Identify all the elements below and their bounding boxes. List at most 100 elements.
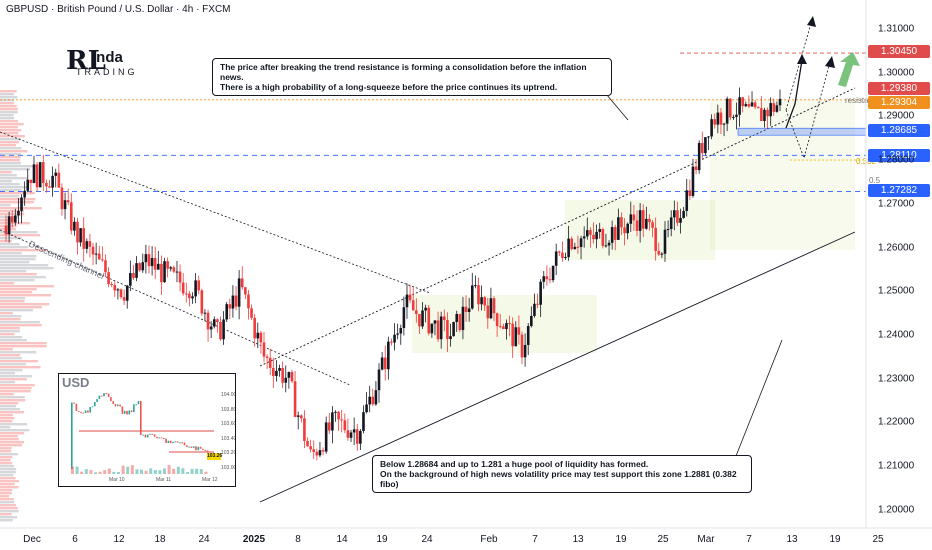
volume-profile-bar	[0, 231, 38, 234]
candle-body	[290, 372, 294, 382]
candle-body	[69, 202, 73, 231]
candle-body	[234, 295, 238, 307]
volume-profile-bar	[0, 114, 14, 117]
inset-candle	[160, 437, 163, 439]
candle-body	[387, 341, 390, 370]
candle-body	[318, 450, 322, 456]
inset-candle	[71, 402, 73, 469]
inset-volume-bar	[112, 471, 116, 474]
candle-body	[763, 109, 766, 121]
candle-body	[163, 261, 166, 283]
volume-profile-bar	[0, 291, 33, 294]
x-tick-label: 24	[198, 534, 210, 545]
inset-candle	[146, 434, 149, 438]
inset-xtick: Mar 10	[109, 477, 125, 483]
candle-body	[778, 98, 782, 106]
volume-profile-bar	[0, 438, 19, 441]
candle-body	[122, 297, 126, 301]
y-tick-label: 1.24000	[878, 329, 915, 341]
candle-body	[551, 265, 555, 281]
volume-profile-bar	[0, 183, 20, 186]
candle-body	[663, 229, 667, 254]
inset-candle	[96, 399, 98, 403]
volume-profile-bar	[0, 198, 36, 201]
candle-body	[700, 142, 704, 154]
inset-y-axis: 104.00 103.80 103.60 103.40 103.20 103.0…	[221, 388, 235, 475]
candle-body	[713, 119, 717, 125]
descending-channel-upper	[0, 131, 431, 294]
candle-body	[741, 97, 744, 107]
candle-body	[399, 327, 403, 334]
candle-body	[474, 285, 477, 287]
projection-dotted-dip	[785, 61, 831, 160]
volume-profile-bar	[0, 366, 41, 369]
candle-body	[125, 285, 129, 301]
candle-body	[694, 166, 698, 171]
candle-body	[716, 112, 720, 125]
inset-candle	[151, 433, 154, 435]
volume-profile-bar	[0, 177, 28, 180]
inset-candle	[133, 404, 135, 413]
candle-body	[225, 304, 228, 320]
candle-body	[623, 227, 626, 234]
candle-body	[119, 289, 123, 298]
candle-body	[747, 104, 751, 107]
candle-body	[51, 175, 54, 188]
volume-profile-bar	[0, 309, 33, 312]
candle-body	[60, 187, 64, 210]
candle-body	[704, 137, 707, 154]
inset-candle	[202, 448, 204, 450]
volume-profile-bar	[0, 159, 20, 162]
candle-body	[178, 271, 182, 283]
candle-body	[418, 314, 421, 327]
volume-profile-bar	[0, 111, 18, 114]
candle-body	[408, 294, 412, 301]
candle-body	[349, 432, 353, 438]
volume-profile-bar	[0, 120, 19, 123]
volume-profile-bar	[0, 519, 13, 522]
candle-body	[153, 258, 157, 270]
candle-body	[744, 104, 748, 107]
y-tick-label: 1.26000	[878, 242, 915, 253]
chart-title: GBPUSD · British Pound / U.S. Dollar · 4…	[6, 4, 231, 15]
inset-candle	[128, 410, 131, 415]
volume-profile-bar	[0, 315, 22, 318]
candle-body	[287, 372, 291, 378]
volume-profile-bar	[0, 489, 13, 492]
inset-candle	[87, 410, 89, 413]
volume-profile-bar	[0, 435, 18, 438]
inset-volume-bar	[98, 471, 102, 474]
bottom-annotation-line1: Below 1.28684 and up to 1.281 a huge poo…	[380, 459, 649, 469]
x-tick-label: 13	[572, 534, 584, 545]
inset-candle	[167, 440, 170, 444]
inset-candle	[192, 446, 195, 448]
support-zone	[737, 127, 867, 136]
inset-volume-bar	[103, 470, 107, 474]
volume-profile-bar	[0, 405, 16, 408]
volume-profile-bar	[0, 426, 11, 429]
inset-volume-bar	[80, 471, 84, 474]
x-tick-label: 13	[786, 534, 798, 545]
volume-profile-bar	[0, 105, 17, 108]
candle-body	[169, 267, 173, 269]
candle-body	[259, 332, 263, 343]
volume-profile-bar	[0, 141, 20, 144]
candle-body	[595, 231, 598, 240]
x-tick-label: 19	[829, 534, 841, 545]
inset-candle	[126, 410, 128, 415]
consolidation-box	[412, 295, 597, 353]
candle-body	[738, 97, 741, 115]
candle-body	[393, 334, 396, 343]
y-tick-label: 1.25000	[878, 285, 915, 297]
x-tick-label: 19	[376, 534, 388, 545]
candle-body	[461, 306, 465, 331]
arrowhead	[807, 16, 816, 27]
candle-body	[45, 182, 48, 187]
volume-profile-bar	[0, 117, 15, 120]
candle-body	[107, 272, 110, 284]
candle-body	[666, 228, 670, 230]
volume-profile-bar	[0, 345, 47, 348]
candle-body	[567, 238, 570, 258]
candle-body	[374, 390, 378, 405]
